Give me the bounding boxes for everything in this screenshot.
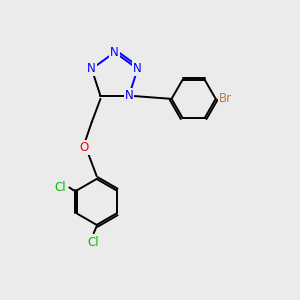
Text: O: O (80, 141, 89, 154)
Text: N: N (87, 62, 96, 75)
Text: Cl: Cl (55, 181, 67, 194)
Text: N: N (133, 62, 142, 75)
Text: Cl: Cl (87, 236, 99, 249)
Text: N: N (124, 89, 133, 102)
Text: Br: Br (219, 92, 232, 105)
Text: N: N (110, 46, 119, 59)
